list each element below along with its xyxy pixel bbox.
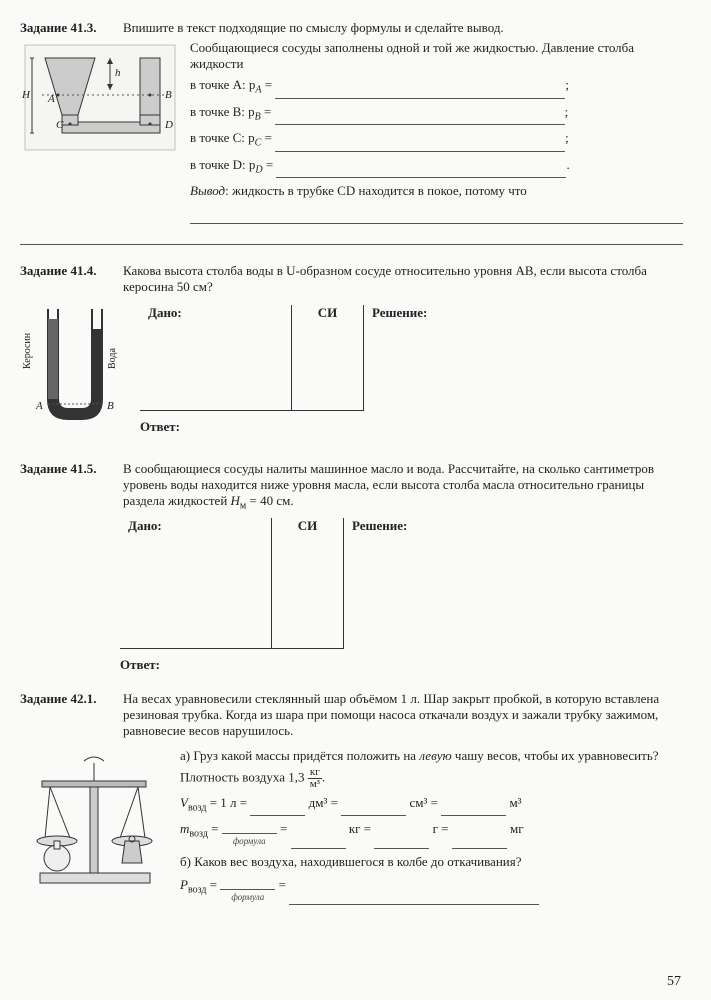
figure-balance-scale	[20, 743, 170, 897]
solution-table: Дано: СИ Решение:	[120, 518, 683, 649]
task-number: Задание 41.5.	[20, 461, 115, 477]
blank-m3[interactable]	[441, 801, 506, 816]
si-header: СИ	[300, 305, 355, 321]
blank-pb[interactable]	[275, 110, 565, 125]
figure-communicating-vessels: H h A B C D	[20, 40, 180, 159]
part-b-text: б) Каков вес воздуха, находившегося в ко…	[180, 852, 683, 873]
task-41-4: Задание 41.4. Какова высота столба воды …	[20, 263, 683, 443]
conclusion-line: Вывод: жидкость в трубке CD находится в …	[190, 181, 683, 202]
point-a-line: в точке A: pA = ;	[190, 75, 683, 99]
blank-mg[interactable]	[452, 834, 507, 849]
task-prompt: Впишите в текст подходящие по смыслу фор…	[123, 20, 683, 36]
point-d-line: в точке D: pD = .	[190, 155, 683, 179]
svg-text:Вода: Вода	[107, 348, 118, 369]
solution-header: Решение:	[352, 518, 675, 534]
part-a-text: а) Груз какой массы придётся положить на…	[180, 746, 683, 790]
weight-line: Pвозд = формула =	[180, 875, 683, 904]
task-number: Задание 42.1.	[20, 691, 115, 707]
task-number: Задание 41.3.	[20, 20, 115, 36]
svg-text:B: B	[107, 400, 114, 412]
task-41-5: Задание 41.5. В сообщающиеся сосуды нали…	[20, 461, 683, 673]
blank-pd[interactable]	[276, 163, 566, 178]
conclusion-blank[interactable]	[190, 205, 683, 224]
task-number: Задание 41.4.	[20, 263, 115, 279]
svg-text:Керосин: Керосин	[22, 332, 33, 369]
blank-kg[interactable]	[291, 834, 346, 849]
mass-line: mвозд = формула = кг = г = мг	[180, 819, 683, 848]
si-header: СИ	[280, 518, 335, 534]
given-header: Дано:	[128, 518, 263, 534]
task-41-3: Задание 41.3. Впишите в текст подходящие…	[20, 20, 683, 245]
svg-text:h: h	[115, 67, 121, 79]
task-42-1: Задание 42.1. На весах уравновесили стек…	[20, 691, 683, 908]
intro-text: Сообщающиеся сосуды заполнены одной и то…	[190, 40, 683, 72]
svg-text:C: C	[56, 119, 64, 131]
blank-p-value[interactable]	[289, 890, 539, 905]
point-b-line: в точке B: pB = ;	[190, 102, 683, 126]
blank-pc[interactable]	[275, 137, 565, 152]
svg-text:A: A	[47, 93, 55, 105]
answer-label: Ответ:	[120, 657, 683, 673]
svg-text:B: B	[165, 89, 172, 101]
blank-cm3[interactable]	[341, 801, 406, 816]
solution-table: Дано: СИ Решение:	[140, 305, 683, 411]
blank-g[interactable]	[374, 834, 429, 849]
conclusion-blank-2[interactable]	[20, 226, 683, 245]
blank-dm3[interactable]	[250, 801, 305, 816]
blank-pa[interactable]	[275, 84, 565, 99]
answer-label: Ответ:	[140, 419, 683, 435]
svg-text:H: H	[21, 89, 31, 101]
blank-formula-m[interactable]	[222, 819, 277, 834]
svg-text:A: A	[35, 400, 43, 412]
svg-text:D: D	[164, 119, 173, 131]
point-c-line: в точке C: pC = ;	[190, 128, 683, 152]
task-prompt: В сообщающиеся сосуды налиты машинное ма…	[123, 461, 683, 512]
task-prompt: На весах уравновесили стеклянный шар объ…	[123, 691, 683, 739]
solution-header: Решение:	[372, 305, 675, 321]
task-prompt: Какова высота столба воды в U-образном с…	[123, 263, 683, 295]
given-header: Дано:	[148, 305, 283, 321]
blank-formula-p[interactable]	[220, 875, 275, 890]
page-number: 57	[667, 974, 681, 990]
figure-u-tube: A B Керосин Вода	[20, 299, 130, 443]
volume-line: Vвозд = 1 л = дм³ = см³ = м³	[180, 793, 683, 817]
